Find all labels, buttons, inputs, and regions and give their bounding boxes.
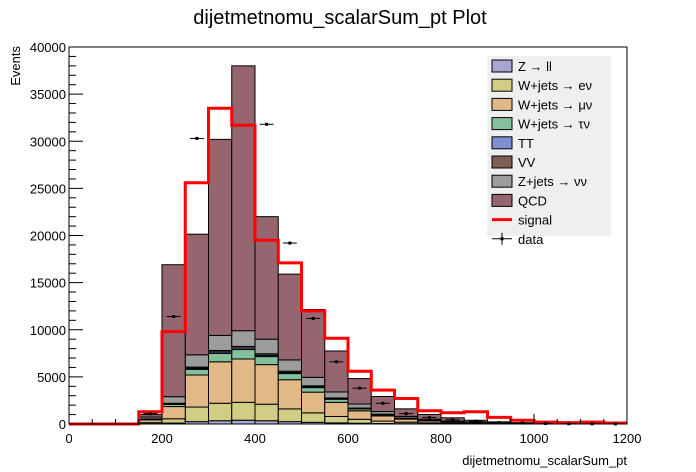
bar-qcd-6 xyxy=(208,138,233,336)
data-point-14 xyxy=(404,412,408,416)
data-point-3 xyxy=(148,412,152,416)
bar-qcd-5 xyxy=(184,233,209,356)
y-tick-label-7: 35000 xyxy=(30,87,66,102)
data-point-18 xyxy=(497,421,501,425)
bar-w-jets-6 xyxy=(208,352,233,363)
x-tick-label-4: 800 xyxy=(430,431,452,446)
bar-w-jets-11 xyxy=(324,401,349,417)
y-tick-label-1: 5000 xyxy=(37,370,66,385)
bar-qcd-11 xyxy=(324,350,349,393)
legend-swatch-vv xyxy=(491,155,513,169)
bar-w-jets-9 xyxy=(277,373,302,381)
bar-w-jets-e-10 xyxy=(301,412,326,423)
y-tick-label-8: 40000 xyxy=(30,40,66,55)
x-tick-label-2: 400 xyxy=(244,431,266,446)
bar-qcd-8 xyxy=(254,216,279,340)
bar-z-jets-6 xyxy=(208,334,233,351)
bar-z-jets-8 xyxy=(254,338,279,355)
y-tick-label-6: 30000 xyxy=(30,134,66,149)
legend-label-data: data xyxy=(518,232,544,247)
legend-label-signal: signal xyxy=(518,213,552,228)
bar-w-jets-6 xyxy=(208,361,233,404)
bar-qcd-9 xyxy=(277,273,302,361)
legend-swatch-w-jets-e xyxy=(491,78,513,92)
y-tick-label-3: 15000 xyxy=(30,276,66,291)
data-point-9 xyxy=(288,241,292,245)
data-point-16 xyxy=(451,418,455,422)
y-tick-label-2: 10000 xyxy=(30,323,66,338)
legend-label-vv: VV xyxy=(518,155,536,170)
data-point-13 xyxy=(381,401,385,405)
bar-w-jets-5 xyxy=(184,368,209,376)
y-tick-label-4: 20000 xyxy=(30,229,66,244)
bar-w-jets-e-12 xyxy=(347,418,372,424)
data-point-15 xyxy=(427,415,431,419)
data-point-5 xyxy=(195,136,199,140)
x-tick-label-1: 200 xyxy=(151,431,173,446)
data-point-17 xyxy=(474,419,478,423)
chart-title: dijetmetnomu_scalarSum_pt Plot xyxy=(193,7,487,29)
bar-w-jets-7 xyxy=(231,358,256,403)
y-tick-label-5: 25000 xyxy=(30,181,66,196)
bar-z-jets-11 xyxy=(324,391,349,399)
bar-w-jets-e-7 xyxy=(231,401,256,421)
axes: 0 200 400 600 800 1000 1200 0 5000 10000 15000 2000… xyxy=(30,40,642,446)
legend-label-z-jets: Z+jets → νν xyxy=(518,174,587,189)
bar-z-jets-9 xyxy=(277,359,302,372)
y-axis-label: Events xyxy=(8,46,23,86)
bar-w-jets-8 xyxy=(254,364,279,405)
bar-z-jets-4 xyxy=(161,396,186,404)
legend-label-z-ll: Z → ll xyxy=(518,59,552,74)
bar-z-jets-7 xyxy=(231,330,256,347)
bar-qcd-7 xyxy=(231,65,256,332)
x-tick-label-0: 0 xyxy=(65,431,72,446)
bar-w-jets-e-6 xyxy=(208,402,233,422)
x-tick-label-6: 1200 xyxy=(613,431,642,446)
bar-w-jets-7 xyxy=(231,349,256,360)
legend-label-tt: TT xyxy=(518,136,534,151)
y-tick-label-0: 0 xyxy=(59,417,66,432)
legend-swatch-w-jets xyxy=(491,97,513,111)
legend-swatch-z-ll xyxy=(491,59,513,73)
bar-w-jets-4 xyxy=(161,406,186,420)
bar-w-jets-12 xyxy=(347,410,372,420)
legend-swatch-data-point xyxy=(500,237,504,241)
legend-label-w-jets: W+jets → τν xyxy=(518,117,590,132)
legend-swatch-tt xyxy=(491,136,513,150)
bar-w-jets-8 xyxy=(254,356,279,366)
legend-swatch-z-jets xyxy=(491,174,513,188)
bar-z-jets-12 xyxy=(347,403,372,409)
bar-w-jets-10 xyxy=(301,387,326,393)
bar-z-jets-10 xyxy=(301,376,326,387)
legend-label-qcd: QCD xyxy=(518,193,547,208)
data-point-10 xyxy=(311,316,315,320)
bar-w-jets-10 xyxy=(301,391,326,414)
data-point-19 xyxy=(520,421,524,425)
bar-w-jets-13 xyxy=(370,415,395,422)
bar-w-jets-e-5 xyxy=(184,406,209,423)
bar-w-jets-9 xyxy=(277,379,302,410)
data-point-11 xyxy=(334,360,338,364)
legend-swatch-w-jets xyxy=(491,117,513,131)
bar-w-jets-e-11 xyxy=(324,415,349,424)
legend-label-w-jets-e: W+jets → eν xyxy=(518,78,592,93)
x-axis-label: dijetmetnomu_scalarSum_pt xyxy=(462,453,627,468)
bar-w-jets-e-9 xyxy=(277,408,302,423)
x-tick-label-3: 600 xyxy=(337,431,359,446)
bar-w-jets-e-8 xyxy=(254,403,279,422)
data-point-8 xyxy=(265,122,269,126)
bar-qcd-12 xyxy=(347,378,372,405)
bar-w-jets-e-4 xyxy=(161,418,186,424)
bar-z-jets-5 xyxy=(184,354,209,368)
bar-w-jets-5 xyxy=(184,374,209,408)
data-point-4 xyxy=(172,315,176,319)
legend: Z → ll W+jets → eν W+jets → μν W+jets → τν T… xyxy=(487,56,611,247)
bar-z-ll-7 xyxy=(231,419,256,425)
legend-label-w-jets: W+jets → μν xyxy=(518,97,592,112)
legend-swatch-qcd xyxy=(491,193,513,207)
x-tick-label-5: 1000 xyxy=(520,431,549,446)
data-point-12 xyxy=(358,386,362,390)
